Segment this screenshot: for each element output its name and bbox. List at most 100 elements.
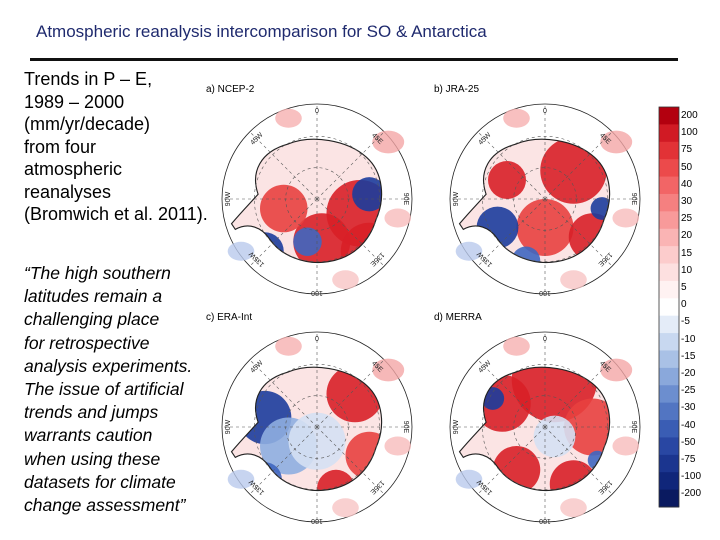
meridian-line [316, 198, 385, 267]
colorbar-swatch [659, 298, 679, 317]
description-line: reanalyses [24, 181, 112, 202]
colorbar-label: 20 [681, 230, 693, 242]
meridian-line [316, 426, 385, 495]
colorbar-label: -100 [681, 471, 702, 483]
meridian-line [249, 198, 318, 267]
description-line: from four [24, 136, 97, 157]
colorbar-label: -40 [681, 419, 696, 431]
coastline [230, 138, 383, 264]
ocean-anomaly [600, 358, 633, 382]
meridian-line [316, 131, 385, 200]
colorbar-label: -50 [681, 436, 696, 448]
meridian-line [477, 198, 546, 267]
longitude-label: 90W [453, 191, 460, 206]
ocean-anomaly [332, 498, 359, 518]
ocean-anomaly [612, 436, 640, 456]
positive-trend-region [511, 367, 598, 423]
panel-label: c) ERA-Int [206, 312, 253, 323]
ocean-anomaly [332, 270, 359, 290]
ocean-anomaly [227, 241, 255, 261]
meridian-line [316, 359, 385, 428]
map-panel-jra25: b) JRA-25 0 180 90E 90W 45E 45W 135E 135W [434, 84, 656, 309]
colorbar-label: -20 [681, 368, 696, 379]
longitude-label: 90W [453, 419, 460, 434]
longitude-label: 90W [225, 419, 232, 434]
ocean-anomaly [612, 208, 640, 228]
colorbar-label: -75 [681, 454, 696, 465]
ocean-anomaly [455, 469, 483, 489]
quote-text: “The high southern latitudes remain a ch… [24, 262, 214, 517]
colorbar-swatch [659, 263, 679, 282]
colorbar-label: -25 [681, 385, 696, 397]
meridian-line [249, 131, 318, 200]
colorbar-label: -30 [681, 402, 696, 414]
quote-line: change assessment” [24, 495, 186, 516]
colorbar-swatch [659, 176, 679, 195]
colorbar-label: 0 [681, 299, 687, 311]
positive-trend-region [488, 161, 526, 199]
ocean-anomaly [503, 336, 530, 356]
longitude-label: 90W [225, 191, 232, 206]
map-panel-era-int: c) ERA-Int 0 180 90E 90W 45E 45W 135E 135W [206, 312, 428, 537]
description-line: atmospheric [24, 159, 123, 179]
longitude-label: 90E [402, 421, 409, 434]
meridian-line [477, 426, 546, 495]
coastline [230, 366, 383, 492]
colorbar-swatch [659, 385, 679, 404]
colorbar-swatch [659, 437, 679, 456]
colorbar-label: 200 [681, 110, 698, 121]
colorbar-swatch [659, 193, 679, 212]
negative-trend-region [293, 227, 322, 256]
panel-label: d) MERRA [434, 312, 482, 323]
colorbar-label: 30 [681, 196, 693, 207]
colorbar-label: 100 [681, 127, 698, 139]
map-panel-ncep2: a) NCEP-2 0 180 90E 90W 45E 45W 135E 135W [206, 84, 428, 309]
colorbar-swatch [659, 124, 679, 143]
ocean-anomaly [372, 358, 405, 382]
meridian-line [544, 359, 613, 428]
ocean-anomaly [384, 436, 412, 456]
longitude-label: 0 [543, 336, 547, 343]
colorbar-label: 75 [681, 144, 693, 156]
description-line: (mm/yr/decade) [24, 114, 151, 134]
colorbar-swatch [659, 107, 679, 125]
meridian-line [477, 359, 546, 428]
colorbar-swatch [659, 402, 679, 421]
colorbar-swatch [659, 472, 679, 491]
colorbar-swatch [659, 315, 679, 334]
colorbar-swatch [659, 141, 679, 160]
longitude-label: 90E [402, 193, 409, 206]
colorbar-swatch [659, 228, 679, 247]
quote-line: datasets for climate [24, 471, 176, 492]
colorbar-swatch [659, 246, 679, 265]
colorbar-swatch [659, 489, 679, 508]
longitude-label: 0 [315, 336, 319, 343]
colorbar-swatch [659, 333, 679, 351]
ocean-anomaly [275, 108, 302, 128]
colorbar-label: 15 [681, 247, 693, 259]
coastline [458, 366, 611, 492]
colorbar-swatch [659, 280, 679, 299]
coastline [458, 138, 611, 264]
quote-line: “The high southern [24, 263, 171, 283]
colorbar-swatch [659, 454, 679, 473]
ocean-anomaly [227, 469, 255, 489]
longitude-label: 0 [543, 108, 547, 115]
longitude-label: 180 [539, 289, 551, 296]
meridian-line [249, 426, 318, 495]
meridian-line [544, 198, 613, 267]
positive-trend-region [260, 184, 308, 233]
colorbar-swatch [659, 367, 679, 386]
ocean-anomaly [455, 241, 483, 261]
colorbar-label: -5 [681, 316, 690, 328]
colorbar-label: -200 [681, 488, 702, 500]
description-line: (Bromwich et al. 2011). [24, 204, 208, 224]
quote-line: latitudes remain a [24, 286, 163, 307]
meridian-line [477, 131, 546, 200]
colorbar-swatch [659, 211, 679, 230]
meridian-line [249, 359, 318, 428]
colorbar [658, 106, 680, 508]
